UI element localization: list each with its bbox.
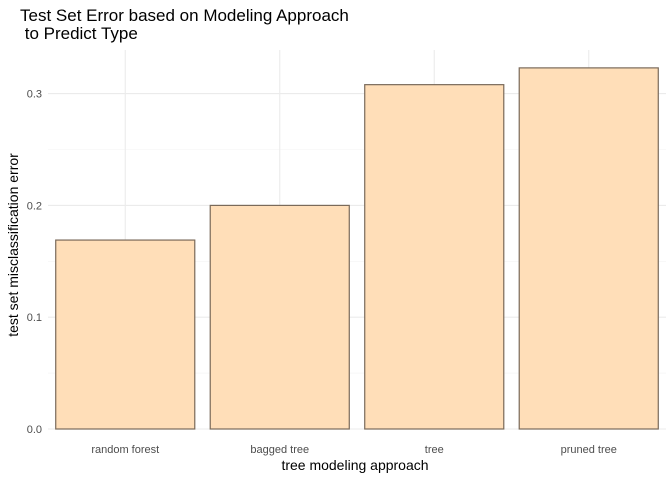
y-tick-label: 0.3 xyxy=(27,89,42,101)
x-tick-label: bagged tree xyxy=(250,444,309,456)
bar-tree xyxy=(364,84,505,430)
x-axis-label: tree modeling approach xyxy=(281,457,428,473)
chart-title-line-2: to Predict Type xyxy=(20,24,138,43)
bars xyxy=(55,67,659,430)
y-axis-label: test set misclassification error xyxy=(5,153,21,337)
x-tick-label: tree xyxy=(425,444,444,456)
bar-bagged-tree xyxy=(209,204,350,430)
x-tick-label: random forest xyxy=(91,444,159,456)
y-tick-labels: 0.0 0.1 0.2 0.3 xyxy=(27,89,42,436)
y-tick-label: 0.0 xyxy=(27,424,42,436)
y-tick-label: 0.1 xyxy=(27,312,42,324)
y-tick-label: 0.2 xyxy=(27,200,42,212)
x-tick-labels: random forest bagged tree tree pruned tree xyxy=(91,444,617,456)
bar-random-forest xyxy=(55,239,196,430)
bar-pruned-tree xyxy=(518,67,659,430)
chart-title-line-1: Test Set Error based on Modeling Approac… xyxy=(20,6,349,25)
x-tick-label: pruned tree xyxy=(561,444,617,456)
